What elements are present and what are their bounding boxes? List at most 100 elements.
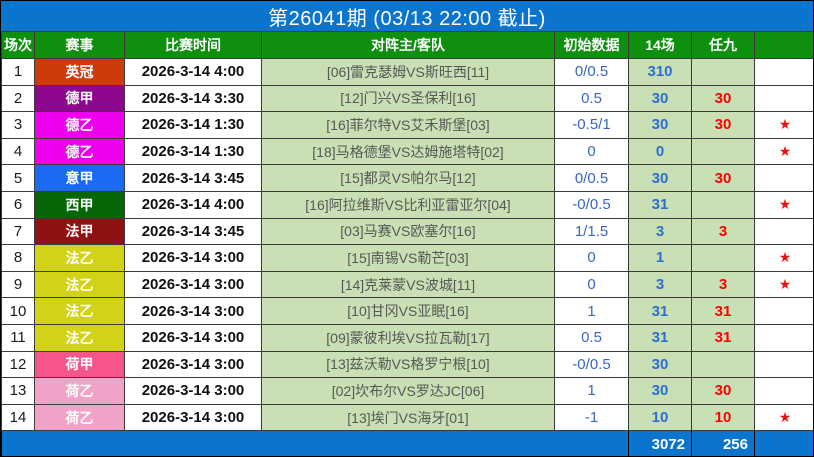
match-no: 12 [1,350,35,379]
col-header-14games: 14场 [628,31,692,59]
sales-14games: 30 [628,350,692,379]
sales-any9 [691,244,755,272]
initial-odds: 0.5 [554,84,629,113]
star-icon: ★ [754,137,813,166]
match-teams: [18]马格德堡VS达姆施塔特[02] [261,137,555,166]
sales-any9: 30 [691,164,755,192]
table-row: 13 荷乙 2026-3-14 3:00 [02]坎布尔VS罗达JC[06] 1… [1,377,813,405]
table-row: 14 荷乙 2026-3-14 3:00 [13]埃门VS海牙[01] -1 1… [1,403,813,432]
table-row: 3 德乙 2026-3-14 1:30 [16]菲尔特VS艾禾斯堡[03] -0… [1,111,813,139]
sales-any9 [691,350,755,379]
match-teams: [14]克莱蒙VS波城[11] [261,270,555,299]
match-teams: [03]马赛VS欧塞尔[16] [261,217,555,246]
table-row: 5 意甲 2026-3-14 3:45 [15]都灵VS帕尔马[12] 0/0.… [1,164,813,192]
sales-14games: 30 [628,111,692,139]
league-badge: 法乙 [34,323,125,352]
league-badge: 荷乙 [34,403,125,432]
star-icon [754,84,813,113]
sales-any9: 30 [691,111,755,139]
match-teams: [06]雷克瑟姆VS斯旺西[11] [261,58,555,86]
match-no: 13 [1,377,35,405]
period-title: 第26041期 (03/13 22:00 截止) [268,7,546,30]
match-teams: [02]坎布尔VS罗达JC[06] [261,377,555,405]
match-no: 14 [1,403,35,432]
match-no: 5 [1,164,35,192]
sales-14games: 3 [628,217,692,246]
match-teams: [13]埃门VS海牙[01] [261,403,555,432]
match-teams: [09]蒙彼利埃VS拉瓦勒[17] [261,323,555,352]
match-no: 4 [1,137,35,166]
table-row: 9 法乙 2026-3-14 3:00 [14]克莱蒙VS波城[11] 0 3 … [1,270,813,299]
sales-14games: 30 [628,164,692,192]
match-teams: [15]南锡VS勒芒[03] [261,244,555,272]
col-header-teams: 对阵主/客队 [261,31,555,59]
match-no: 3 [1,111,35,139]
star-icon [754,323,813,352]
sales-any9: 31 [691,323,755,352]
table-row: 6 西甲 2026-3-14 4:00 [16]阿拉维斯VS比利亚雷亚尔[04]… [1,190,813,219]
sales-14games: 310 [628,58,692,86]
sales-any9: 10 [691,403,755,432]
league-badge: 德甲 [34,84,125,113]
initial-odds: 0 [554,137,629,166]
match-teams: [16]菲尔特VS艾禾斯堡[03] [261,111,555,139]
initial-odds: -1 [554,403,629,432]
table-row: 7 法甲 2026-3-14 3:45 [03]马赛VS欧塞尔[16] 1/1.… [1,217,813,246]
star-icon: ★ [754,270,813,299]
sales-14games: 31 [628,190,692,219]
star-icon: ★ [754,111,813,139]
table-row: 8 法乙 2026-3-14 3:00 [15]南锡VS勒芒[03] 0 1 ★ [1,244,813,272]
league-badge: 法乙 [34,244,125,272]
match-no: 11 [1,323,35,352]
star-icon: ★ [754,244,813,272]
match-no: 9 [1,270,35,299]
match-time: 2026-3-14 3:45 [124,217,262,246]
match-time: 2026-3-14 1:30 [124,137,262,166]
initial-odds: 1 [554,377,629,405]
match-no: 6 [1,190,35,219]
star-icon [754,297,813,325]
col-header-time: 比赛时间 [124,31,262,59]
star-icon: ★ [754,190,813,219]
initial-odds: 1/1.5 [554,217,629,246]
match-time: 2026-3-14 4:00 [124,190,262,219]
totals-spacer [1,430,629,456]
table-row: 1 英冠 2026-3-14 4:00 [06]雷克瑟姆VS斯旺西[11] 0/… [1,58,813,86]
star-icon [754,350,813,379]
initial-odds: 1 [554,297,629,325]
match-no: 1 [1,58,35,86]
initial-odds: 0 [554,270,629,299]
match-time: 2026-3-14 3:45 [124,164,262,192]
sales-14games: 30 [628,377,692,405]
col-header-league: 赛事 [34,31,125,59]
match-no: 10 [1,297,35,325]
sales-any9: 30 [691,84,755,113]
match-time: 2026-3-14 3:30 [124,84,262,113]
table-row: 11 法乙 2026-3-14 3:00 [09]蒙彼利埃VS拉瓦勒[17] 0… [1,323,813,352]
match-time: 2026-3-14 1:30 [124,111,262,139]
match-time: 2026-3-14 3:00 [124,244,262,272]
sales-14games: 10 [628,403,692,432]
match-teams: [15]都灵VS帕尔马[12] [261,164,555,192]
initial-odds: 0/0.5 [554,58,629,86]
initial-odds: -0/0.5 [554,190,629,219]
col-header-star [754,31,813,59]
match-no: 7 [1,217,35,246]
table-row: 10 法乙 2026-3-14 3:00 [10]甘冈VS亚眠[16] 1 31… [1,297,813,325]
sales-14games: 31 [628,297,692,325]
table-header-row: 场次 赛事 比赛时间 对阵主/客队 初始数据 14场 任九 [1,31,813,59]
match-teams: [13]兹沃勒VS格罗宁根[10] [261,350,555,379]
match-time: 2026-3-14 3:00 [124,323,262,352]
table-row: 2 德甲 2026-3-14 3:30 [12]门兴VS圣保利[16] 0.5 … [1,84,813,113]
initial-odds: -0/0.5 [554,350,629,379]
sales-any9 [691,137,755,166]
star-icon [754,217,813,246]
league-badge: 意甲 [34,164,125,192]
col-header-initial-odds: 初始数据 [554,31,629,59]
table-row: 12 荷甲 2026-3-14 3:00 [13]兹沃勒VS格罗宁根[10] -… [1,350,813,379]
star-icon [754,58,813,86]
initial-odds: 0/0.5 [554,164,629,192]
col-header-any9: 任九 [691,31,755,59]
league-badge: 荷甲 [34,350,125,379]
